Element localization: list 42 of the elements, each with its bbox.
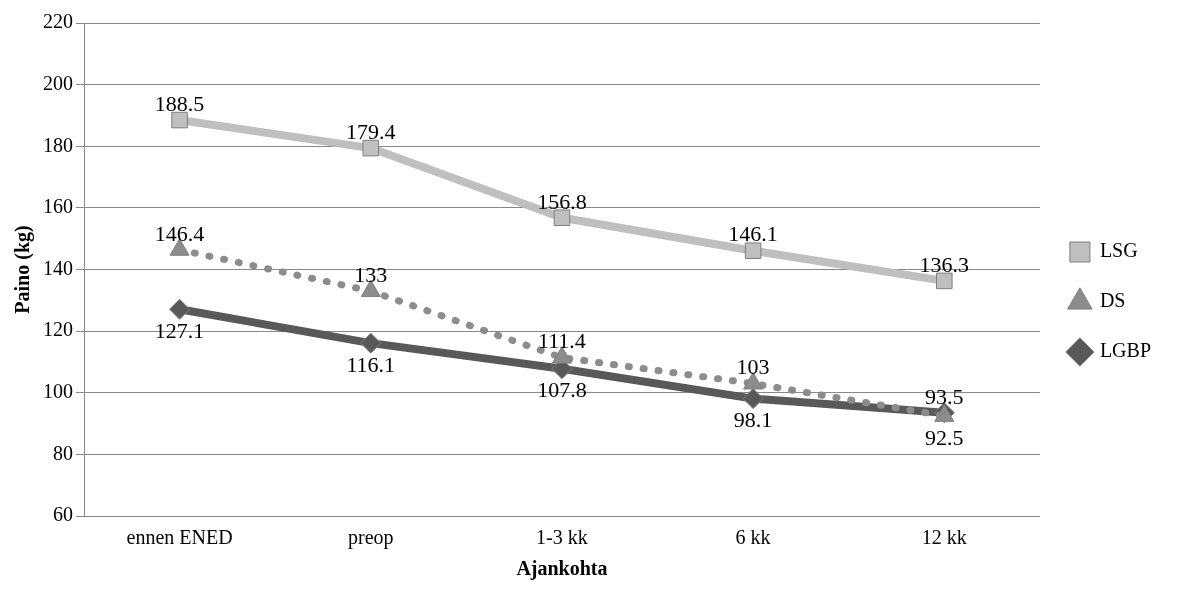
point (744, 242, 762, 259)
x-tick-label: preop (347, 526, 394, 550)
x-axis-title: Ajankohta (516, 557, 608, 581)
point (553, 209, 571, 227)
legend-label: DS (1099, 289, 1126, 312)
point (171, 111, 188, 129)
y-tick-label: 80 (53, 441, 73, 464)
y-tick-label: 100 (43, 380, 73, 402)
data-label: 146.1 (728, 221, 778, 247)
x-tick-label: ennen ENED (126, 526, 233, 549)
data-label: 188.5 (154, 90, 205, 116)
data-label: 127.1 (154, 318, 205, 344)
point (742, 388, 764, 410)
y-tick-label: 160 (43, 195, 73, 218)
data-label: 156.8 (537, 188, 587, 214)
y-axis-title: Paino (kg) (11, 225, 35, 314)
point (169, 298, 191, 320)
point (936, 272, 953, 290)
data-label: 111.4 (538, 328, 586, 354)
data-label: 92.5 (925, 424, 964, 450)
legend-label: LGBP (1099, 339, 1151, 362)
data-label: 107.8 (537, 377, 587, 403)
y-tick-label: 180 (43, 133, 73, 156)
legend-label: LSG (1099, 239, 1138, 262)
y-tick-label: 60 (53, 503, 73, 526)
data-label: 136.3 (919, 251, 970, 277)
point (360, 332, 382, 354)
data-label: 103 (736, 354, 770, 380)
data-label: 179.4 (346, 118, 396, 144)
point (362, 139, 380, 157)
x-tick-label: 12 kk (921, 526, 967, 549)
data-label: 93.5 (925, 383, 964, 409)
y-tick-label: 140 (43, 256, 73, 279)
data-label: 133 (354, 261, 388, 287)
data-label: 98.1 (733, 407, 773, 433)
y-tick-label: 120 (43, 318, 73, 341)
data-label: 146.4 (154, 220, 205, 246)
x-tick-label: 1-3 kk (536, 526, 588, 549)
x-tick-label: 6 kk (735, 526, 771, 549)
y-tick-label: 200 (43, 71, 73, 94)
data-label: 116.1 (346, 351, 396, 377)
y-tick-label: 220 (43, 10, 73, 33)
